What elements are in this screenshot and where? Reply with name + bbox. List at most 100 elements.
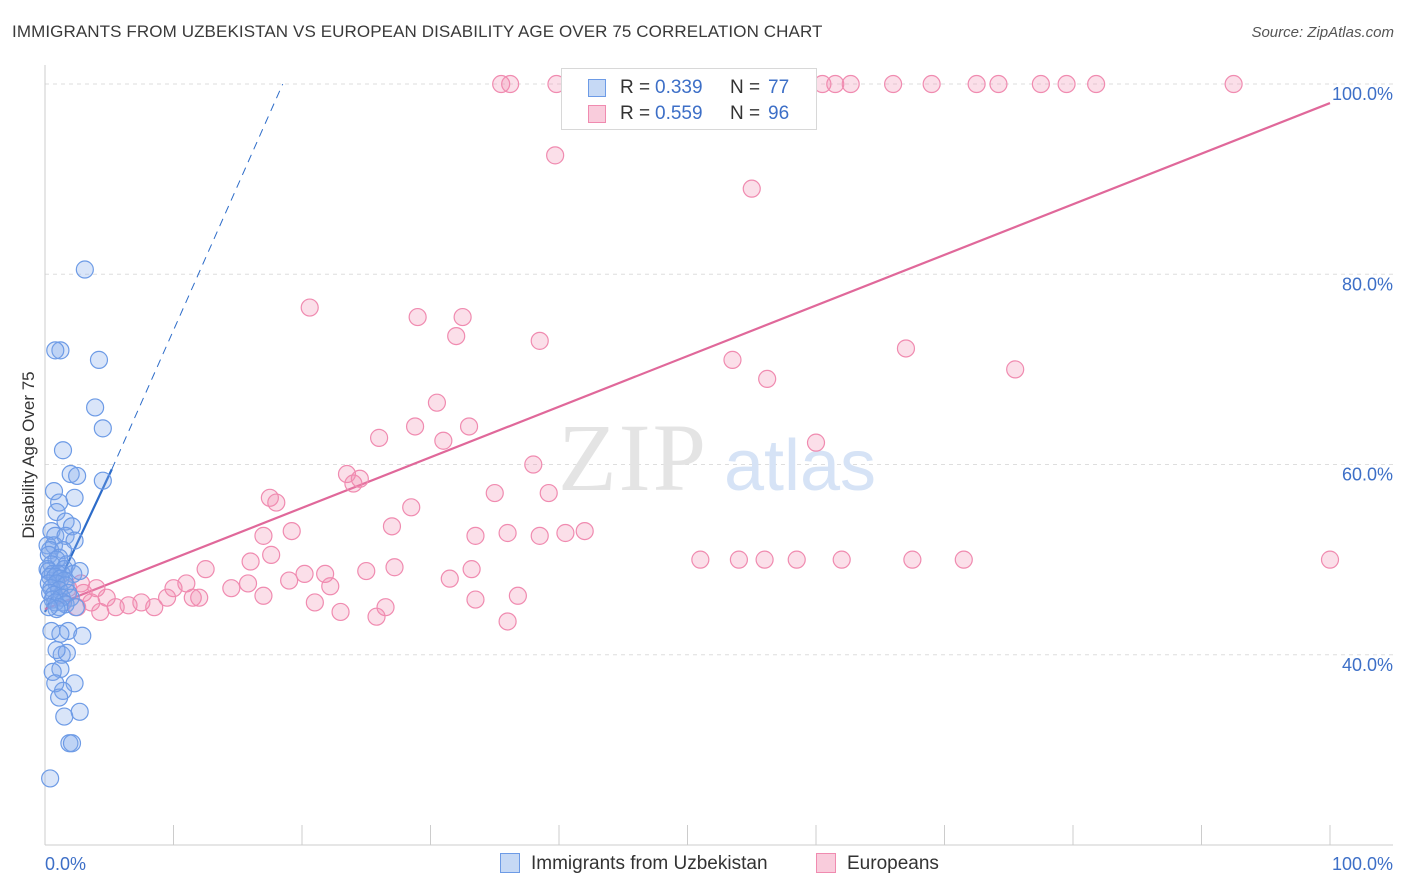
point-europeans <box>575 521 594 541</box>
point-uzbekistan <box>68 466 87 486</box>
point-europeans <box>453 307 472 327</box>
point-europeans <box>427 393 447 412</box>
point-uzbekistan <box>57 643 76 662</box>
legend-swatch-pink <box>588 105 606 123</box>
point-uzbekistan <box>73 626 92 645</box>
point-europeans <box>466 526 485 545</box>
point-uzbekistan <box>39 598 58 617</box>
point-uzbekistan <box>42 621 61 641</box>
point-europeans <box>254 586 273 605</box>
correlation-legend: R = 0.339 N = 77 R = 0.559 N = 96 <box>561 68 817 130</box>
point-europeans <box>546 146 565 165</box>
point-europeans <box>832 550 851 569</box>
y-tick-label: 60.0% <box>1342 465 1393 485</box>
point-europeans <box>967 74 986 94</box>
point-europeans <box>742 179 761 198</box>
legend-row-europeans: R = 0.559 N = 96 <box>562 101 816 127</box>
point-europeans <box>254 526 273 545</box>
legend-swatch-blue <box>588 79 606 97</box>
point-uzbekistan <box>61 464 80 484</box>
point-europeans <box>222 579 241 598</box>
y-tick-label: 100.0% <box>1332 84 1393 104</box>
point-uzbekistan <box>43 662 62 681</box>
point-europeans <box>896 339 916 358</box>
point-europeans <box>530 331 549 350</box>
point-europeans <box>989 74 1008 94</box>
point-europeans <box>922 74 941 94</box>
point-uzbekistan <box>86 398 105 417</box>
legend-row-uzbekistan: R = 0.339 N = 77 <box>562 75 816 101</box>
trend-line-extension <box>111 83 284 470</box>
point-uzbekistan <box>70 561 89 581</box>
point-europeans <box>164 579 183 598</box>
point-europeans <box>498 523 517 543</box>
point-uzbekistan <box>44 482 64 501</box>
point-europeans <box>196 560 215 579</box>
point-europeans <box>440 569 459 588</box>
y-tick-label: 80.0% <box>1342 274 1393 294</box>
legend-r-value: 0.339 <box>655 77 703 98</box>
point-uzbekistan <box>53 441 73 460</box>
point-europeans <box>295 564 314 584</box>
point-europeans <box>1087 74 1106 94</box>
point-europeans <box>903 550 922 569</box>
point-europeans <box>806 433 826 452</box>
point-europeans <box>370 428 389 447</box>
point-europeans <box>755 550 774 569</box>
grid-layer <box>45 83 1393 656</box>
point-uzbekistan <box>55 707 74 726</box>
point-europeans <box>459 417 479 436</box>
point-europeans <box>466 590 485 609</box>
point-europeans <box>539 483 558 503</box>
x-tick-label: 100.0% <box>1332 854 1393 874</box>
point-europeans <box>723 350 742 369</box>
point-europeans <box>331 602 350 622</box>
point-uzbekistan <box>62 517 82 536</box>
series-name: Europeans <box>847 853 939 874</box>
point-europeans <box>1031 74 1050 94</box>
point-uzbekistan <box>65 488 84 507</box>
point-uzbekistan <box>50 688 69 707</box>
legend-n-label: N = <box>730 77 761 98</box>
labels-layer: 40.0% 60.0% 80.0% 100.0% 0.0% 100.0% Disabilit… <box>19 84 1393 874</box>
point-europeans <box>405 417 425 436</box>
x-tick-label: 0.0% <box>45 854 86 874</box>
point-europeans <box>787 550 806 569</box>
point-uzbekistan <box>75 260 94 279</box>
legend-r-label: R = <box>620 103 651 124</box>
point-europeans <box>262 545 281 564</box>
point-europeans <box>300 298 319 317</box>
point-europeans <box>556 523 575 543</box>
legend-swatch-pink <box>816 853 836 873</box>
point-europeans <box>280 571 299 590</box>
watermark-atlas: atlas <box>724 426 876 506</box>
point-europeans <box>1224 74 1243 94</box>
point-europeans <box>357 561 376 581</box>
point-europeans <box>1320 550 1340 569</box>
point-europeans <box>954 550 973 569</box>
point-uzbekistan <box>51 341 70 360</box>
point-europeans <box>447 326 466 346</box>
series-name: Immigrants from Uzbekistan <box>531 853 768 874</box>
point-europeans <box>402 498 421 517</box>
point-europeans <box>385 558 404 577</box>
legend-r-value: 0.559 <box>655 103 703 124</box>
legend-r-label: R = <box>620 77 651 98</box>
point-europeans <box>1006 360 1025 379</box>
trend-layer <box>44 83 1331 613</box>
watermark: ZIP atlas <box>558 404 876 511</box>
point-europeans <box>434 431 453 450</box>
point-uzbekistan <box>93 419 112 438</box>
legend-n-value: 77 <box>768 77 790 98</box>
point-europeans <box>376 598 395 617</box>
watermark-zip: ZIP <box>558 404 708 511</box>
point-europeans <box>530 526 549 545</box>
point-europeans <box>501 74 520 94</box>
point-uzbekistan <box>46 674 65 693</box>
point-uzbekistan <box>46 526 65 545</box>
chart-source: Source: ZipAtlas.com <box>1251 24 1394 41</box>
y-axis-title: Disability Age Over 75 <box>19 371 38 538</box>
point-uzbekistan <box>89 350 109 369</box>
point-uzbekistan <box>41 769 60 788</box>
point-uzbekistan <box>47 640 66 660</box>
